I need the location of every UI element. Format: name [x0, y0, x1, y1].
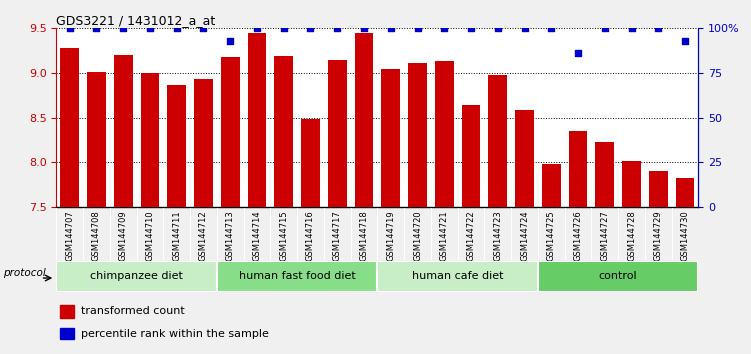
Point [545, 25, 557, 31]
Point [653, 25, 665, 31]
Point [492, 25, 504, 31]
Bar [248, 33, 267, 207]
Point [117, 25, 129, 31]
Text: GSM144723: GSM144723 [493, 210, 502, 261]
Bar [569, 131, 587, 207]
Text: transformed count: transformed count [80, 307, 185, 316]
Bar [301, 119, 320, 207]
Bar [114, 55, 133, 207]
Point [90, 25, 102, 31]
Text: GSM144724: GSM144724 [520, 210, 529, 261]
Bar [382, 69, 400, 207]
Point [465, 25, 477, 31]
Bar [676, 178, 695, 207]
Text: GSM144708: GSM144708 [92, 210, 101, 261]
Text: GSM144711: GSM144711 [172, 210, 181, 261]
Text: GSM144718: GSM144718 [360, 210, 369, 261]
Point [412, 25, 424, 31]
Text: GSM144719: GSM144719 [386, 210, 395, 261]
Point [439, 25, 451, 31]
Point [572, 51, 584, 56]
Bar [328, 59, 347, 207]
Point [599, 25, 611, 31]
Text: chimpanzee diet: chimpanzee diet [90, 272, 183, 281]
Text: GSM144709: GSM144709 [119, 210, 128, 261]
Point [385, 25, 397, 31]
Point [278, 25, 290, 31]
Bar [56, 261, 217, 292]
Point [144, 25, 156, 31]
Text: GSM144710: GSM144710 [146, 210, 155, 261]
Bar [217, 261, 378, 292]
Bar [140, 73, 159, 207]
Bar [59, 305, 74, 319]
Point [64, 25, 76, 31]
Bar [60, 48, 79, 207]
Text: GSM144721: GSM144721 [440, 210, 449, 261]
Text: percentile rank within the sample: percentile rank within the sample [80, 329, 269, 339]
Bar [649, 171, 668, 207]
Text: GSM144725: GSM144725 [547, 210, 556, 261]
Text: GSM144728: GSM144728 [627, 210, 636, 261]
Point [331, 25, 343, 31]
Bar [354, 33, 373, 207]
Bar [194, 79, 213, 207]
Text: protocol: protocol [3, 268, 46, 278]
Text: GSM144707: GSM144707 [65, 210, 74, 261]
Point [626, 25, 638, 31]
Text: human fast food diet: human fast food diet [239, 272, 355, 281]
Text: GSM144715: GSM144715 [279, 210, 288, 261]
Text: GSM144716: GSM144716 [306, 210, 315, 261]
Point [679, 38, 691, 44]
Bar [515, 110, 534, 207]
Text: GSM144712: GSM144712 [199, 210, 208, 261]
Bar [462, 105, 481, 207]
Text: human cafe diet: human cafe diet [412, 272, 503, 281]
Bar [408, 63, 427, 207]
Text: GSM144730: GSM144730 [680, 210, 689, 261]
Bar [221, 57, 240, 207]
Bar [435, 61, 454, 207]
Text: GSM144720: GSM144720 [413, 210, 422, 261]
Text: GSM144714: GSM144714 [252, 210, 261, 261]
Point [225, 38, 237, 44]
Point [198, 25, 210, 31]
Bar [167, 85, 186, 207]
Point [518, 25, 530, 31]
Bar [596, 142, 614, 207]
Text: GSM144713: GSM144713 [226, 210, 235, 261]
Point [251, 25, 263, 31]
Text: GSM144726: GSM144726 [574, 210, 583, 261]
Bar [542, 164, 561, 207]
Bar [378, 261, 538, 292]
Bar [622, 161, 641, 207]
Text: control: control [599, 272, 638, 281]
Bar [87, 72, 106, 207]
Bar [488, 75, 507, 207]
Point [358, 25, 370, 31]
Point [170, 25, 182, 31]
Bar [59, 329, 74, 339]
Bar [274, 56, 293, 207]
Text: GSM144722: GSM144722 [466, 210, 475, 261]
Text: GSM144729: GSM144729 [654, 210, 663, 261]
Text: GDS3221 / 1431012_a_at: GDS3221 / 1431012_a_at [56, 14, 216, 27]
Point [304, 25, 316, 31]
Text: GSM144717: GSM144717 [333, 210, 342, 261]
Bar [538, 261, 698, 292]
Text: GSM144727: GSM144727 [600, 210, 609, 261]
